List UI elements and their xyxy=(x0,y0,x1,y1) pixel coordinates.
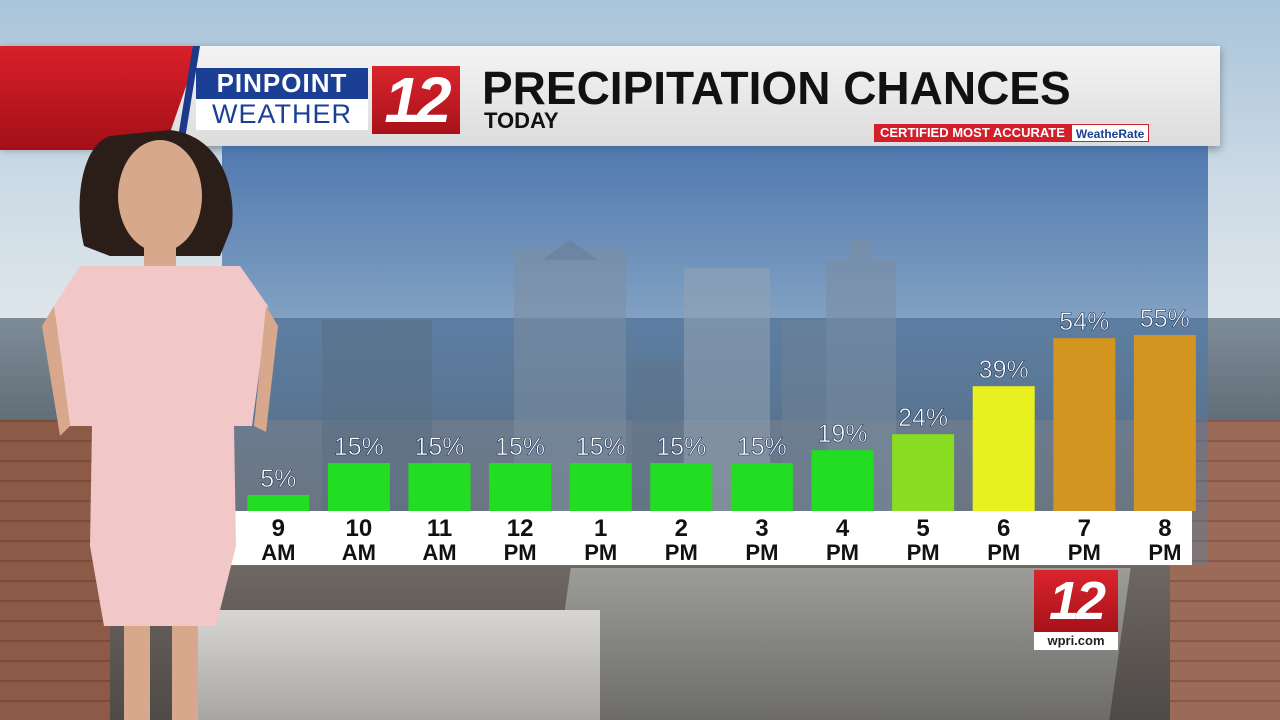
x-tick-hour-7: 4 xyxy=(836,515,850,542)
bar-6 xyxy=(730,463,793,511)
rooftop-white xyxy=(180,610,600,720)
bar-value-label-6: 15% xyxy=(737,433,787,461)
bar-9 xyxy=(972,386,1035,511)
x-tick-ampm-11: PM xyxy=(1148,540,1181,565)
bar-value-label-3: 15% xyxy=(495,433,545,461)
bar-value-label-10: 54% xyxy=(1059,308,1109,336)
station-logo: PINPOINT WEATHER xyxy=(196,68,368,130)
channel-12-logo: 12 xyxy=(372,66,460,134)
bar-7 xyxy=(811,450,874,511)
x-tick-ampm-9: PM xyxy=(987,540,1020,565)
logo-pinpoint-text: PINPOINT xyxy=(196,68,368,99)
bar-value-label-7: 19% xyxy=(817,420,867,448)
x-tick-ampm-6: PM xyxy=(745,540,778,565)
x-tick-ampm-2: AM xyxy=(422,540,456,565)
x-tick-hour-3: 12 xyxy=(507,515,534,542)
x-tick-ampm-0: AM xyxy=(261,540,295,565)
bar-value-label-4: 15% xyxy=(576,433,626,461)
bar-8 xyxy=(892,434,955,511)
bar-3 xyxy=(489,463,552,511)
x-tick-hour-6: 3 xyxy=(755,515,768,542)
station-url: wpri.com xyxy=(1034,632,1118,650)
bar-value-label-9: 39% xyxy=(979,356,1029,384)
logo-weather-text: WEATHER xyxy=(196,99,368,130)
station-logo-bottom: 12 wpri.com xyxy=(1034,570,1118,650)
x-tick-ampm-7: PM xyxy=(826,540,859,565)
bar-value-label-1: 15% xyxy=(334,433,384,461)
x-tick-hour-5: 2 xyxy=(675,515,688,542)
bar-value-label-2: 15% xyxy=(414,433,464,461)
x-tick-hour-1: 10 xyxy=(346,515,373,542)
weatherate-logo: WeatheRate xyxy=(1070,124,1150,142)
x-tick-hour-0: 9 xyxy=(272,515,285,542)
x-tick-hour-11: 8 xyxy=(1158,515,1171,542)
certified-badge: CERTIFIED MOST ACCURATE WeatheRate xyxy=(874,124,1206,142)
bar-value-label-11: 55% xyxy=(1140,305,1190,333)
bar-value-label-0: 5% xyxy=(260,465,296,493)
x-tick-hour-8: 5 xyxy=(916,515,929,542)
bar-1 xyxy=(327,463,390,511)
meteorologist-figure xyxy=(42,130,278,720)
bar-2 xyxy=(408,463,471,511)
bar-11 xyxy=(1133,335,1196,511)
bar-0 xyxy=(247,495,310,511)
x-axis-label-strip xyxy=(230,511,1192,565)
chart-subtitle: TODAY xyxy=(484,108,559,133)
x-tick-ampm-3: PM xyxy=(504,540,537,565)
x-tick-hour-10: 7 xyxy=(1078,515,1091,542)
x-tick-hour-2: 11 xyxy=(427,515,452,542)
x-tick-ampm-4: PM xyxy=(584,540,617,565)
precipitation-bar-chart: 5%9AM15%10AM15%11AM15%12PM15%1PM15%2PM15… xyxy=(230,305,1196,565)
bar-value-label-8: 24% xyxy=(898,404,948,432)
bar-4 xyxy=(569,463,632,511)
bar-5 xyxy=(650,463,713,511)
x-tick-ampm-10: PM xyxy=(1068,540,1101,565)
x-tick-ampm-8: PM xyxy=(907,540,940,565)
channel-12-logo-bottom: 12 xyxy=(1034,570,1118,632)
x-tick-ampm-5: PM xyxy=(665,540,698,565)
chart-title: PRECIPITATION CHANCES xyxy=(482,62,1071,114)
x-tick-ampm-1: AM xyxy=(342,540,376,565)
x-tick-hour-9: 6 xyxy=(997,515,1010,542)
certified-text: CERTIFIED MOST ACCURATE xyxy=(874,124,1071,142)
bar-value-label-5: 15% xyxy=(656,433,706,461)
bar-10 xyxy=(1053,338,1116,511)
x-tick-hour-4: 1 xyxy=(594,515,607,542)
